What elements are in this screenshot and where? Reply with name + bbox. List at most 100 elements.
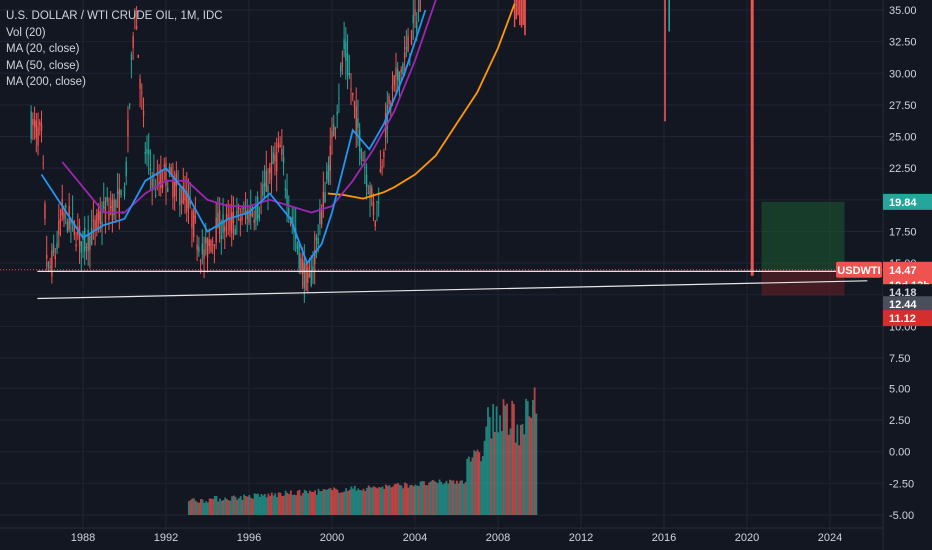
volume-bar <box>367 485 370 515</box>
volume-bar <box>219 498 221 515</box>
time-tick-label: 1988 <box>71 532 95 544</box>
candle-body <box>388 96 390 104</box>
time-tick-label: 2000 <box>320 532 344 544</box>
candle-body <box>51 250 53 277</box>
volume-bar <box>265 497 268 515</box>
candle-body <box>384 112 387 138</box>
price-tick-label: 27.50 <box>889 100 917 112</box>
candle-body <box>308 273 311 278</box>
volume-bar <box>513 403 515 515</box>
candle-body <box>341 62 344 67</box>
candle-body <box>123 186 126 197</box>
candle-body <box>319 208 321 225</box>
candle-body <box>182 186 184 204</box>
candle-body <box>187 195 190 209</box>
candle-body <box>305 263 307 291</box>
candle-body <box>310 270 312 286</box>
volume-bar <box>305 490 308 515</box>
candle-body <box>317 238 319 244</box>
volume-bar <box>433 480 436 515</box>
candle-body <box>364 166 366 168</box>
candle-body <box>346 52 349 75</box>
legend-ma50[interactable]: MA (50, close) <box>6 59 80 72</box>
long-position-tool[interactable] <box>761 201 845 296</box>
drawn-lines[interactable] <box>0 269 883 300</box>
candle-body <box>353 101 356 108</box>
volume-bar <box>348 489 351 515</box>
volume-bar <box>303 489 306 515</box>
candle-body <box>109 206 112 209</box>
candle-body <box>243 207 245 210</box>
candle-body <box>186 190 188 212</box>
candle-body <box>137 54 140 58</box>
volume-bar <box>302 493 304 515</box>
candle-body <box>70 220 72 225</box>
volume-bar <box>469 461 472 515</box>
candle-body <box>239 218 242 222</box>
volume-bar <box>412 486 415 515</box>
candle-body <box>45 254 48 259</box>
candle-body <box>269 167 271 174</box>
volume-bar <box>293 494 296 515</box>
candle-body <box>199 260 202 262</box>
candle-body <box>113 199 115 216</box>
legend-vol[interactable]: Vol (20) <box>6 26 46 39</box>
candle-body <box>253 219 255 223</box>
candle-body <box>149 168 152 171</box>
price-tag-bg <box>883 296 932 313</box>
candle-body <box>234 229 236 235</box>
candle-body <box>40 123 43 131</box>
price-tick-label: 25.00 <box>889 132 917 144</box>
volume-bar <box>424 485 427 515</box>
candle-body <box>111 199 114 222</box>
volume-bar <box>331 490 334 515</box>
candle-body <box>251 213 254 216</box>
candle-body <box>258 215 261 218</box>
ma20-line <box>40 9 427 265</box>
candle-body <box>403 52 406 59</box>
candle-body <box>54 255 57 260</box>
volume-bar <box>264 494 266 515</box>
candle-body <box>407 35 409 52</box>
candle-body <box>118 189 121 218</box>
candle-body <box>217 212 219 229</box>
time-axis[interactable]: 1988 1992 1996 2000 2004 2008 2012 2016 2020 2024 <box>0 527 883 544</box>
volume-bar <box>535 413 538 515</box>
moving-averages <box>40 0 516 265</box>
price-tag-bg <box>883 310 932 327</box>
candle-body <box>141 92 143 94</box>
volume-bar <box>189 500 192 515</box>
candle-body <box>371 187 373 198</box>
legend-title[interactable]: U.S. DOLLAR / WTI CRUDE OIL, 1M, IDC <box>6 10 223 22</box>
volume-bar <box>347 491 349 515</box>
candle-body <box>210 240 212 252</box>
candle-body <box>106 196 108 203</box>
volume-bar <box>269 495 271 515</box>
candle-body <box>65 205 67 208</box>
volume-bar <box>488 417 491 515</box>
volume-bar <box>314 490 316 515</box>
time-tick-label: 2004 <box>403 532 427 544</box>
candle-body <box>101 221 103 225</box>
candle-body <box>142 110 145 116</box>
volume-bar <box>514 442 517 515</box>
candle-body <box>357 118 359 128</box>
candle-body <box>224 226 226 232</box>
volume-bar <box>267 493 270 515</box>
volume-bar <box>497 432 500 515</box>
candle-body <box>170 167 172 175</box>
candle-body <box>300 258 302 272</box>
time-tick-label: 2008 <box>486 532 510 544</box>
candle-body <box>35 120 38 139</box>
candle-body <box>246 210 248 220</box>
candle-body <box>82 231 84 240</box>
candle-body <box>33 120 36 127</box>
volume-bar <box>321 490 323 515</box>
volume-bar <box>476 449 479 515</box>
legend-ma200[interactable]: MA (200, close) <box>6 76 86 88</box>
candle-body <box>419 0 421 12</box>
volume-bar <box>253 493 256 515</box>
candle-body <box>39 121 41 126</box>
legend-ma20[interactable]: MA (20, close) <box>6 43 80 55</box>
